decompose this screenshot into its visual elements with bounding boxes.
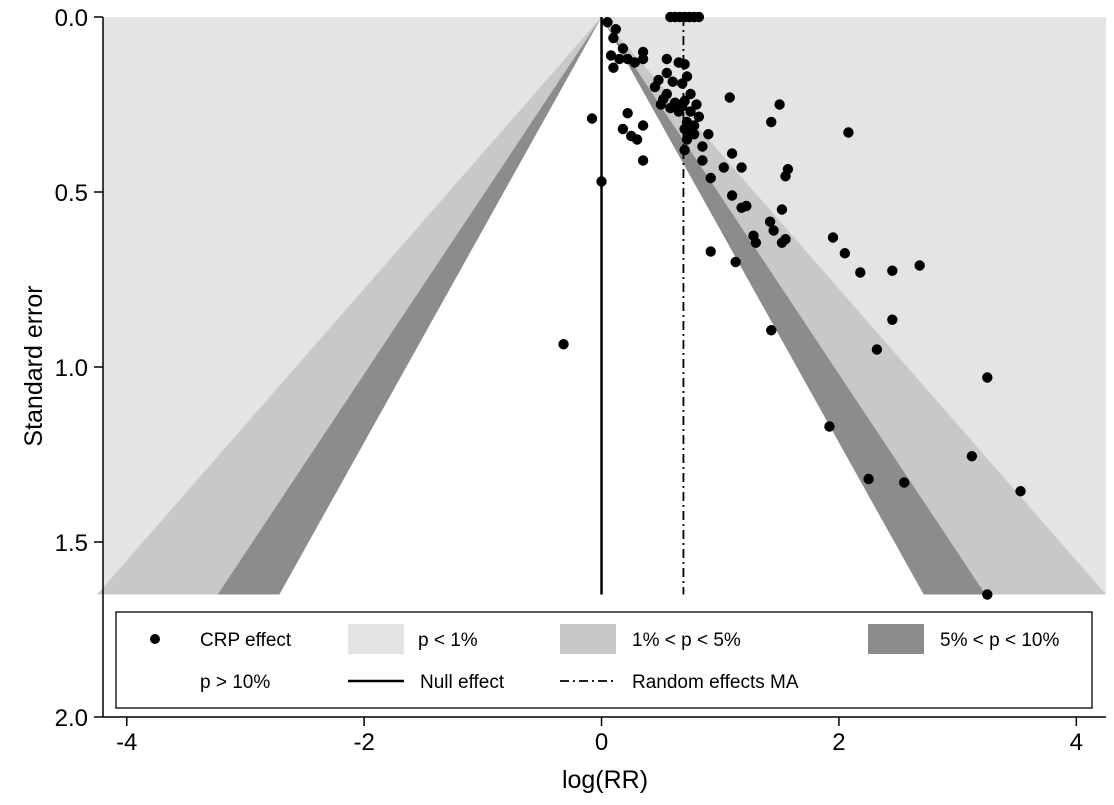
y-tick-label: 1.5 bbox=[55, 530, 88, 557]
data-point bbox=[730, 256, 741, 268]
x-tick-label: 4 bbox=[1070, 729, 1083, 756]
data-point bbox=[764, 216, 776, 227]
y-tick-label: 2.0 bbox=[55, 705, 88, 732]
data-point bbox=[617, 43, 629, 54]
data-point bbox=[724, 92, 735, 103]
data-point bbox=[887, 265, 898, 276]
data-point bbox=[1015, 486, 1026, 497]
x-tick-label: 0 bbox=[595, 729, 608, 756]
x-axis-title: log(RR) bbox=[562, 766, 648, 794]
data-point bbox=[631, 134, 643, 145]
y-tick-label: 0.0 bbox=[55, 5, 88, 32]
data-point bbox=[691, 99, 702, 110]
data-point bbox=[614, 53, 625, 65]
legend-label-p_gt_10: p > 10% bbox=[200, 672, 270, 693]
data-point bbox=[766, 325, 777, 336]
data-point bbox=[693, 11, 705, 23]
data-point bbox=[705, 172, 716, 184]
data-point bbox=[914, 260, 925, 271]
data-point bbox=[705, 246, 716, 257]
data-point bbox=[750, 237, 762, 248]
data-point bbox=[982, 589, 993, 600]
data-point bbox=[966, 451, 978, 462]
data-point bbox=[673, 106, 684, 117]
data-point bbox=[605, 50, 617, 61]
data-point bbox=[736, 162, 747, 173]
data-point bbox=[693, 111, 705, 122]
data-point bbox=[726, 190, 738, 201]
axes: -4 -2 0 2 4 0.0 0.5 1.0 1.5 2.0 bbox=[55, 5, 1106, 756]
data-point bbox=[887, 314, 898, 325]
data-point bbox=[768, 225, 779, 236]
data-point bbox=[679, 144, 690, 156]
legend-symbol-points bbox=[150, 634, 160, 644]
data-point bbox=[899, 477, 910, 488]
data-point bbox=[629, 57, 640, 68]
y-tick-label: 1.0 bbox=[55, 355, 88, 382]
data-point bbox=[637, 53, 649, 65]
legend-label-null_line: Null effect bbox=[420, 672, 505, 693]
data-point bbox=[610, 24, 621, 35]
data-point bbox=[726, 148, 738, 159]
data-point bbox=[677, 78, 688, 89]
data-point bbox=[685, 106, 696, 117]
data-point bbox=[871, 344, 883, 355]
data-point bbox=[855, 267, 866, 278]
data-point bbox=[688, 129, 700, 140]
data-point bbox=[637, 155, 649, 166]
legend-swatch-p_1_5 bbox=[560, 624, 616, 654]
x-tick-label: -2 bbox=[353, 729, 374, 756]
data-point bbox=[586, 113, 598, 124]
data-point bbox=[622, 108, 633, 119]
data-point bbox=[736, 202, 747, 213]
data-point bbox=[776, 237, 788, 248]
data-point bbox=[617, 123, 629, 135]
data-point bbox=[839, 248, 851, 259]
data-point bbox=[667, 76, 678, 87]
legend-swatch-p_5_10 bbox=[868, 624, 924, 654]
data-point bbox=[697, 141, 708, 152]
data-point bbox=[824, 421, 835, 432]
x-tick-label: -4 bbox=[116, 729, 137, 756]
data-point bbox=[661, 67, 673, 79]
data-point bbox=[776, 204, 788, 215]
data-point bbox=[649, 81, 661, 93]
data-point bbox=[774, 99, 785, 110]
data-point bbox=[558, 339, 569, 350]
legend-label-p_lt_1: p < 1% bbox=[418, 630, 478, 651]
data-point bbox=[596, 176, 607, 187]
data-point bbox=[843, 127, 854, 138]
legend: CRP effect p < 1% 1% < p < 5% 5% < p < 10% p… bbox=[115, 611, 1093, 709]
data-point bbox=[827, 232, 839, 243]
legend-label-p_1_5: 1% < p < 5% bbox=[632, 630, 741, 651]
data-point bbox=[863, 473, 874, 485]
data-point bbox=[602, 17, 613, 28]
y-tick-label: 0.5 bbox=[55, 180, 88, 207]
data-point bbox=[681, 134, 693, 145]
data-point bbox=[982, 372, 993, 383]
data-point bbox=[655, 99, 667, 110]
data-point bbox=[766, 116, 777, 128]
data-point bbox=[703, 129, 714, 140]
legend-swatch-p_lt_1 bbox=[348, 624, 404, 654]
data-point bbox=[637, 120, 649, 131]
legend-label-points: CRP effect bbox=[200, 630, 292, 651]
data-point bbox=[685, 88, 696, 100]
data-point bbox=[608, 62, 619, 73]
legend-label-ma_line: Random effects MA bbox=[632, 672, 799, 693]
data-point bbox=[718, 162, 729, 173]
data-point bbox=[661, 53, 673, 65]
data-point bbox=[608, 32, 619, 44]
y-axis-title: Standard error bbox=[20, 285, 48, 446]
legend-label-p_5_10: 5% < p < 10% bbox=[940, 630, 1059, 651]
data-point bbox=[665, 102, 676, 114]
x-tick-label: 2 bbox=[832, 729, 845, 756]
data-point bbox=[679, 59, 690, 70]
plot-area bbox=[97, 11, 1107, 600]
data-point bbox=[697, 155, 708, 166]
data-point bbox=[780, 171, 791, 182]
